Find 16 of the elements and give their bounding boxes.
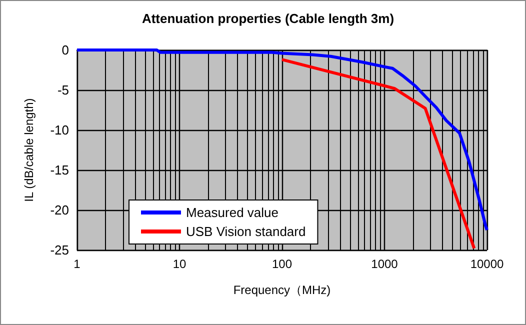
x-tick-label: 100 (272, 257, 292, 271)
y-tick-label: -15 (50, 162, 69, 178)
legend-label: USB Vision standard (186, 224, 306, 239)
x-tick-label: 10 (172, 257, 186, 271)
y-tick-label: -20 (50, 202, 69, 218)
y-axis-title: IL (dB/cable length) (22, 98, 36, 202)
x-axis-title: Frequency（MHz) (233, 283, 331, 297)
x-tick-label: 1000 (371, 257, 398, 271)
y-tick-label: -5 (57, 82, 69, 98)
x-tick-label: 1 (74, 257, 81, 271)
chart-title: Attenuation properties (Cable length 3m) (142, 11, 394, 26)
y-tick-label: 0 (62, 42, 69, 58)
x-tick-label: 10000 (470, 257, 504, 271)
y-tick-label: -10 (50, 122, 69, 138)
legend-label: Measured value (186, 205, 278, 220)
y-tick-label: -25 (50, 242, 69, 258)
